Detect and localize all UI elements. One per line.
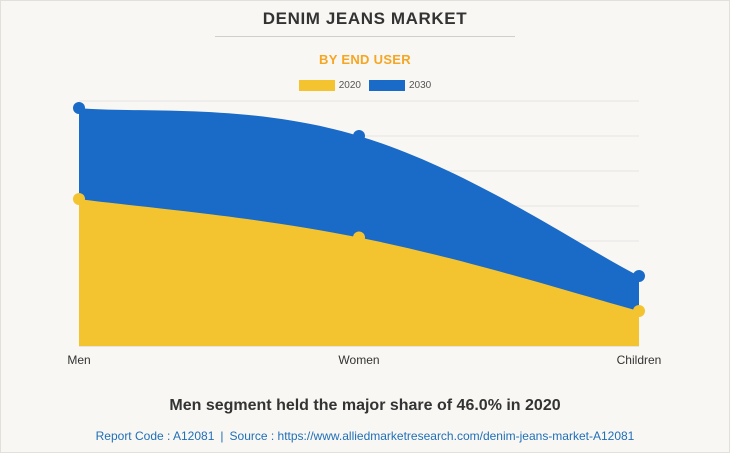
- data-point-2030-children: [633, 270, 645, 282]
- data-point-2020-men: [73, 193, 85, 205]
- legend-swatch-2020: [298, 80, 335, 91]
- chart-subtitle: BY END USER: [319, 52, 411, 67]
- legend-label-2030: 2030: [409, 80, 432, 91]
- data-point-2030-women: [353, 130, 365, 142]
- source-link[interactable]: Source : https://www.alliedmarketresearc…: [229, 429, 635, 443]
- data-point-2020-children: [633, 305, 645, 317]
- x-tick-label-men: Men: [67, 353, 90, 367]
- data-point-2020-women: [353, 231, 365, 244]
- footer-separator: |: [220, 429, 224, 443]
- chart-legend: 2020 2030: [0, 80, 730, 91]
- legend-item-2030[interactable]: 2030: [369, 80, 431, 91]
- data-point-2030-men: [73, 102, 85, 114]
- legend-label-2020: 2020: [338, 80, 361, 91]
- report-code: Report Code : A12081: [95, 429, 215, 443]
- chart-title: DENIM JEANS MARKET: [262, 9, 468, 28]
- area-series-2020: [79, 199, 639, 346]
- legend-item-2020[interactable]: 2020: [298, 80, 361, 91]
- x-tick-label-women: Women: [338, 353, 379, 367]
- x-tick-label-children: Children: [617, 353, 662, 367]
- title-divider: [215, 36, 515, 37]
- footer-citation: Report Code : A12081 | Source : https://ww…: [0, 429, 730, 443]
- chart-headline: Men segment held the major share of 46.0…: [169, 397, 561, 414]
- legend-swatch-2030: [369, 80, 405, 91]
